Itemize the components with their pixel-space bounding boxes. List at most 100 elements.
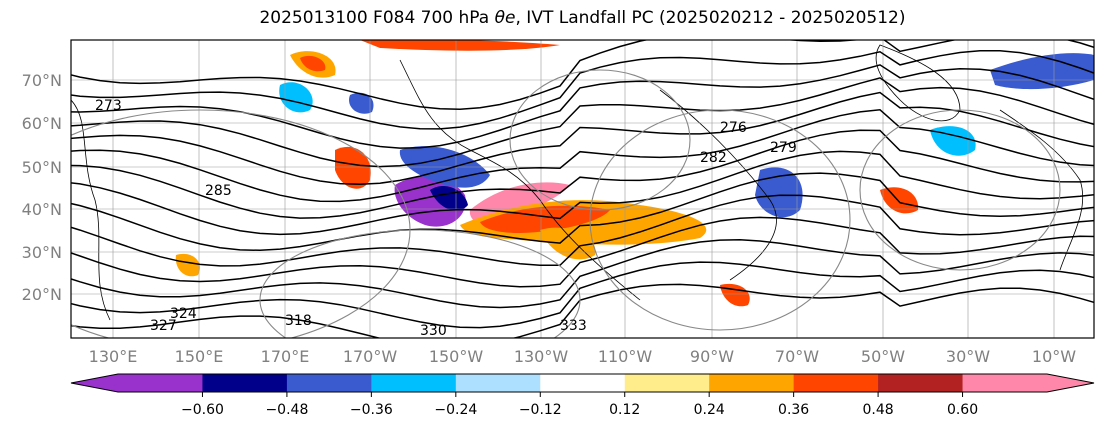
theta-e-contour-line: [71, 172, 1094, 252]
longitude-tick-label: 150°W: [429, 347, 484, 366]
colorbar-segments: [118, 374, 1048, 392]
contour-label: 279: [770, 140, 797, 156]
colorbar-tick-label: 0.12: [609, 402, 640, 418]
colorbar-segment: [118, 374, 203, 392]
theta-e-contour-line: [71, 64, 1094, 149]
gray-ring-south: [259, 229, 581, 338]
theta-e-contour-line: [71, 261, 1094, 329]
latitude-tick-label: 20°N: [22, 285, 62, 304]
shading-cyan-blob-west: [279, 82, 313, 113]
colorbar-extend-above: [1047, 374, 1094, 392]
shading-orange-pacific: [175, 253, 200, 277]
colorbar-tick-label: −0.60: [181, 402, 224, 418]
map-background: [71, 40, 1094, 338]
contour-label: 273: [95, 98, 122, 114]
theta-e-contour-line: [71, 77, 1094, 168]
longitude-tick-label: 30°W: [946, 347, 990, 366]
latitude-tick-label: 60°N: [22, 114, 62, 133]
coastline-north-america-west: [399, 59, 641, 301]
contour-label: 333: [560, 318, 587, 334]
colorbar-tick-label: −0.36: [350, 402, 393, 418]
latitude-tick-label: 70°N: [22, 71, 62, 90]
shading-orange-mexico: [540, 227, 596, 260]
theta-e-contour-line: [71, 91, 1094, 186]
latitude-tick-label: 40°N: [22, 200, 62, 219]
coastline-europe: [999, 109, 1084, 271]
contour-label: 330: [420, 323, 447, 339]
shading-red-caribbean: [720, 283, 750, 307]
colorbar-segment: [202, 374, 288, 392]
longitude-tick-label: 90°W: [690, 347, 734, 366]
colorbar-extend-below: [71, 374, 118, 392]
latitude-tick-label: 50°N: [22, 158, 62, 177]
colorbar-segment: [371, 374, 457, 392]
colorbar-tick-label: 0.24: [694, 402, 725, 418]
colorbar-segment: [455, 374, 541, 392]
longitude-tick-label: 50°W: [861, 347, 905, 366]
shading-orange-top: [360, 40, 560, 51]
theta-e-contour-line: [71, 194, 1094, 267]
colorbar-tick-labels: −0.60 −0.48 −0.36 −0.24 −0.12 0.12 0.24 0.36 0.4…: [181, 392, 978, 418]
theta-e-contour-line: [71, 50, 1094, 130]
longitude-tick-label: 70°W: [775, 347, 819, 366]
colorbar-tick-label: −0.24: [434, 402, 477, 418]
theta-e-contour-line: [71, 129, 1094, 219]
title-suffix: , IVT Landfall PC (2025020212 - 20250205…: [515, 8, 906, 28]
shading-red-west: [335, 146, 371, 189]
coastline-greenland: [875, 44, 961, 122]
theta-e-contour-line: [71, 40, 1094, 110]
longitude-tick-label: 10°W: [1032, 347, 1076, 366]
gray-ring-central: [589, 109, 851, 331]
shading-blue-east: [755, 167, 803, 218]
contour-label: 324: [170, 306, 197, 322]
shading-purple-blob-north: [349, 92, 374, 114]
contour-label: 318: [285, 313, 312, 329]
longitude-tick-label: 110°W: [598, 347, 653, 366]
shading-red-north: [300, 55, 326, 72]
colorbar-tick-label: 0.36: [778, 402, 809, 418]
figure-title: 2025013100 F084 700 hPa θe, IVT Landfall…: [0, 8, 1105, 28]
contour-label: 276: [720, 120, 747, 136]
colorbar-tick-label: −0.12: [519, 402, 562, 418]
longitude-tick-label: 130°W: [514, 347, 569, 366]
title-theta-symbol: θe: [494, 8, 516, 28]
colorbar-segment: [624, 374, 710, 392]
title-prefix: 2025013100 F084 700 hPa: [259, 8, 495, 28]
theta-e-contours: [71, 40, 1094, 338]
theta-e-contour-line: [71, 239, 1094, 309]
longitude-tick-label: 150°E: [175, 347, 224, 366]
latitude-tick-label: 30°N: [22, 243, 62, 262]
map-frame: [70, 39, 1095, 339]
longitude-tick-labels: 130°E 150°E 170°E 170°W 150°W 130°W 110°W 90°W 7…: [89, 347, 1077, 366]
longitude-tick-label: 130°E: [89, 347, 138, 366]
shading-red-atlantic: [880, 187, 919, 214]
colorbar: −0.60 −0.48 −0.36 −0.24 −0.12 0.12 0.24 0.36 0.4…: [70, 373, 1095, 418]
colorbar-segment: [540, 374, 626, 392]
longitude-tick-label: 170°W: [343, 347, 398, 366]
theta-e-contour-line: [71, 150, 1094, 236]
colorbar-segment: [878, 374, 964, 392]
colorbar-tick-label: −0.48: [265, 402, 308, 418]
contour-label: 282: [700, 150, 727, 166]
ivt-gray-contours: [71, 69, 1061, 338]
colorbar-segment: [962, 374, 1048, 392]
gray-ring-atlantic: [859, 109, 1061, 271]
colorbar-tick-label: 0.48: [863, 402, 894, 418]
coastline-north-america-east: [659, 89, 777, 281]
colorbar-segment: [286, 374, 372, 392]
colorbar-tick-label: 0.60: [947, 402, 978, 418]
colorbar-segment: [709, 374, 795, 392]
latitude-tick-labels: 70°N 60°N 50°N 40°N 30°N 20°N: [22, 71, 62, 304]
theta-e-contour-line: [71, 216, 1094, 288]
longitude-tick-label: 170°E: [261, 347, 310, 366]
gray-ring-west: [509, 69, 691, 211]
theta-e-contour-line: [71, 109, 1094, 203]
contour-label: 327: [150, 318, 177, 334]
contour-label: 285: [205, 183, 232, 199]
colorbar-outline: [70, 373, 1095, 393]
shading-cyan-east: [930, 126, 976, 156]
